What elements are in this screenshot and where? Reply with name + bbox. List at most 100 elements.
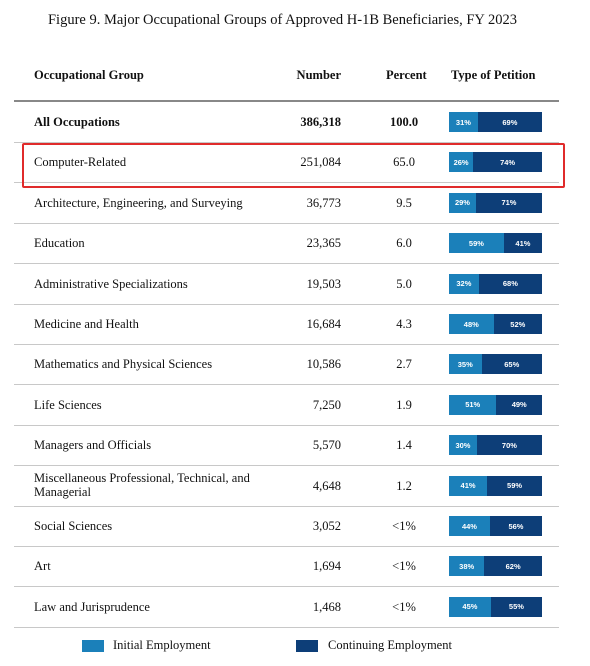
continuing-employment-segment: 65% [481,354,542,375]
table-row: Miscellaneous Professional, Technical, a… [14,466,559,507]
petition-type-bar: 51% 49% [449,394,542,415]
table-row: Managers and Officials 5,570 1.4 30% 70% [14,425,559,467]
occupational-group-cell: Managers and Officials [34,438,152,453]
continuing-employment-segment: 71% [475,192,542,213]
table-row: Computer-Related 251,084 65.0 26% 74% [14,142,559,184]
legend-swatch-continuing [296,640,318,652]
initial-employment-segment: 48% [449,314,494,334]
table-row: Medicine and Health 16,684 4.3 48% 52% [14,304,559,345]
percent-cell: 9.5 [396,195,412,210]
occupational-group-cell: Education [34,236,85,251]
continuing-employment-segment: 70% [476,435,542,456]
continuing-employment-segment: 49% [496,394,542,415]
percent-cell: 65.0 [393,155,415,170]
initial-employment-segment: 38% [449,556,485,577]
initial-employment-segment: 30% [449,435,477,456]
initial-employment-segment: 29% [449,192,476,213]
number-cell: 386,318 [300,115,341,129]
initial-employment-segment: 32% [449,273,479,294]
header-type-of-petition: Type of Petition [451,68,536,82]
number-cell: 19,503 [306,276,341,291]
percent-cell: <1% [392,599,416,614]
table-row: Mathematics and Physical Sciences 10,586 2… [14,344,559,386]
petition-type-bar: 29% 71% [449,192,542,213]
occupational-group-cell: All Occupations [34,115,120,129]
percent-cell: 5.0 [396,276,412,291]
percent-cell: 4.3 [396,317,412,331]
number-cell: 251,084 [300,155,341,170]
table-row: Architecture, Engineering, and Surveying… [14,183,559,224]
percent-cell: 1.4 [396,438,412,453]
table-row: Social Sciences 3,052 <1% 44% 56% [14,506,559,547]
occupational-group-cell: Law and Jurisprudence [34,599,150,614]
occupational-group-cell: Medicine and Health [34,317,139,331]
petition-type-bar: 35% 65% [449,354,542,375]
initial-employment-segment: 59% [449,233,504,254]
occupational-group-cell: Social Sciences [34,519,113,533]
percent-cell: <1% [392,559,416,574]
legend-label-initial: Initial Employment [113,638,211,652]
petition-type-bar: 41% 59% [449,475,542,496]
initial-employment-segment: 44% [449,516,490,536]
initial-employment-segment: 35% [449,354,482,375]
number-cell: 23,365 [306,236,341,251]
initial-employment-segment: 51% [449,394,497,415]
continuing-employment-segment: 41% [503,233,542,254]
continuing-employment-segment: 52% [493,314,542,334]
highlight-box [22,143,565,188]
percent-cell: <1% [392,519,416,533]
initial-employment-segment: 31% [449,112,478,132]
legend-label-continuing: Continuing Employment [328,638,452,652]
occupational-group-cell: Architecture, Engineering, and Surveying [34,195,243,210]
percent-cell: 1.9 [396,397,412,412]
number-cell: 10,586 [306,357,341,372]
header-percent: Percent [386,68,427,82]
legend: Initial Employment Continuing Employment [0,638,590,656]
occupational-group-cell: Mathematics and Physical Sciences [34,357,213,372]
table-row: Education 23,365 6.0 59% 41% [14,223,559,265]
percent-cell: 2.7 [396,357,412,372]
percent-cell: 1.2 [396,478,412,493]
initial-employment-segment: 41% [449,475,488,496]
number-cell: 3,052 [312,519,341,533]
occupational-group-cell: Miscellaneous Professional, Technical, a… [34,470,250,499]
chart-title: Figure 9. Major Occupational Groups of A… [47,12,517,28]
number-cell: 4,648 [312,478,341,493]
header-number: Number [296,68,341,82]
table-row: Life Sciences 7,250 1.9 51% 49% [14,385,559,426]
occupational-group-cell: Administrative Specializations [34,276,188,291]
petition-type-bar: 38% 62% [449,556,542,577]
number-cell: 1,468 [312,599,341,614]
petition-type-bar: 44% 56% [449,516,542,536]
petition-type-bar: 32% 68% [449,273,542,294]
table-row: Administrative Specializations 19,503 5.0 3… [14,264,559,305]
header-occupational-group: Occupational Group [34,68,144,82]
continuing-employment-segment: 59% [487,475,542,496]
petition-type-bar: 48% 52% [449,314,542,334]
continuing-employment-segment: 74% [473,152,542,173]
percent-cell: 100.0 [389,115,419,129]
occupational-group-cell: Art [34,559,51,574]
continuing-employment-segment: 68% [478,273,542,294]
continuing-employment-segment: 62% [484,556,542,577]
table-row: All Occupations 386,318 100.0 31% 69% [14,102,559,143]
occupational-group-cell: Life Sciences [34,397,102,412]
petition-type-bar: 26% 74% [449,152,542,173]
table-header: Occupational Group Number Percent Type o… [14,62,559,102]
number-cell: 16,684 [306,317,341,331]
percent-cell: 6.0 [396,236,412,251]
petition-type-bar: 59% 41% [449,233,542,254]
number-cell: 1,694 [312,559,341,574]
legend-swatch-initial [82,640,104,652]
initial-employment-segment: 45% [449,596,491,617]
number-cell: 36,773 [306,195,341,210]
table-row: Law and Jurisprudence 1,468 <1% 45% 55% [14,587,559,628]
number-cell: 7,250 [312,397,341,412]
table-row: Art 1,694 <1% 38% 62% [14,546,559,588]
number-cell: 5,570 [312,438,341,453]
petition-type-bar: 45% 55% [449,596,542,617]
petition-type-bar: 31% 69% [449,112,542,132]
continuing-employment-segment: 69% [477,112,542,132]
occupational-group-cell: Computer-Related [34,155,127,170]
continuing-employment-segment: 56% [489,516,542,536]
